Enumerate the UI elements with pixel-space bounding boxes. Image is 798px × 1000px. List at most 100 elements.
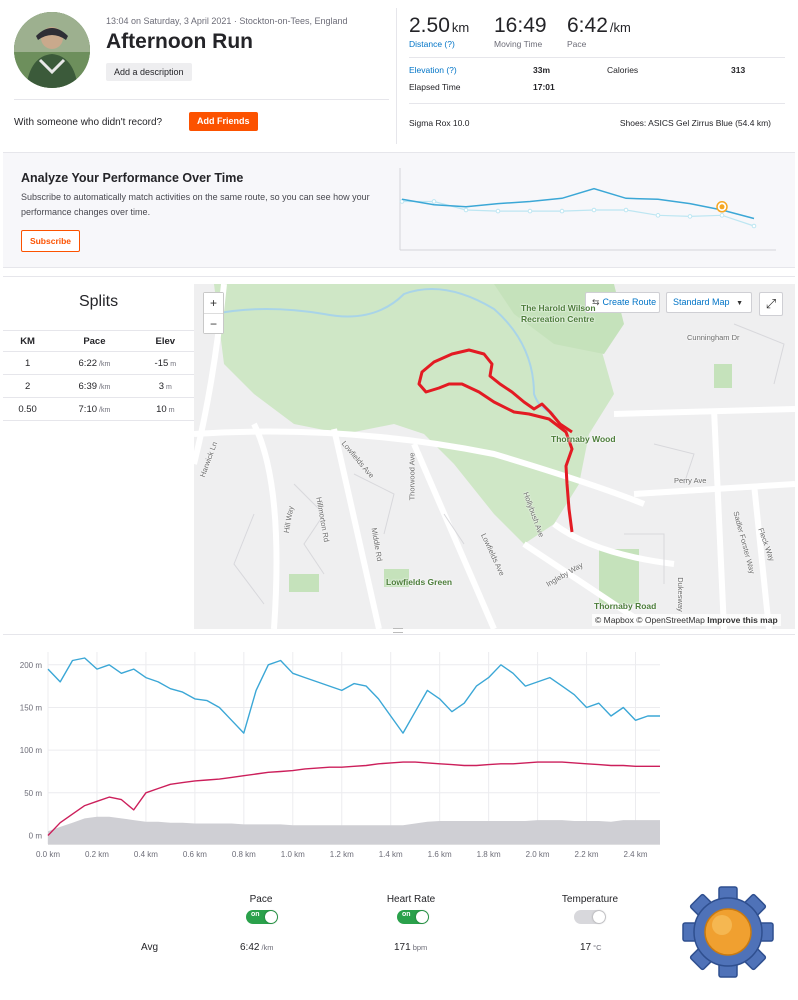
split-elev-value: 3 (158, 380, 165, 392)
add-description-button[interactable]: Add a description (106, 63, 192, 81)
resize-handle[interactable] (393, 628, 403, 633)
x-tick-label: 1.6 km (428, 850, 452, 859)
avg-pace-value: 6:42 (240, 942, 260, 953)
avg-pace: 6:42/km (240, 942, 274, 953)
split-pace-unit: /km (99, 360, 111, 368)
pace-stat: 6:42/km (567, 14, 631, 38)
analyze-description: Subscribe to automatically match activit… (21, 192, 370, 217)
distance-label[interactable]: Distance (?) (409, 39, 455, 49)
split-elev-unit: m (170, 360, 177, 368)
distance-value: 2.50 (409, 14, 450, 37)
splits-header-elev: Elev (136, 330, 194, 352)
x-tick-label: 0.4 km (134, 850, 158, 859)
effort-point (431, 199, 437, 204)
avg-pace-unit: /km (261, 943, 274, 952)
zoom-out-button[interactable]: − (204, 313, 223, 333)
split-elev-unit: m (166, 383, 172, 391)
x-tick-label: 2.2 km (575, 850, 599, 859)
analyze-panel (3, 152, 795, 268)
table-row: 0.50 7:10/km 10 m (3, 397, 194, 421)
osm-attribution-link[interactable]: © OpenStreetMap (636, 615, 705, 625)
moving-time-label: Moving Time (494, 39, 543, 49)
effort-point (463, 207, 469, 213)
splits-title: Splits (78, 293, 119, 310)
moving-time-value: 16:49 (494, 14, 547, 37)
divider (14, 99, 389, 100)
shoes-info: Shoes: ASICS Gel Zirrus Blue (54.4 km) (619, 118, 771, 128)
table-row: 1 6:22/km -15 m (3, 351, 194, 375)
x-tick-label: 1.2 km (330, 850, 354, 859)
zoom-in-button[interactable]: + (204, 293, 223, 313)
improve-map-link[interactable]: Improve this map (707, 615, 778, 625)
split-pace-value: 7:10 (78, 403, 98, 415)
split-elev-value: -15 (154, 357, 169, 369)
split-elev: -15 m (136, 351, 194, 375)
fullscreen-icon[interactable]: ⤢ (759, 292, 783, 316)
split-km: 2 (3, 374, 53, 398)
splits-header-pace: Pace (52, 330, 137, 352)
x-tick-label: 0.8 km (232, 850, 256, 859)
effort-point (751, 223, 757, 229)
split-pace-value: 6:39 (78, 380, 98, 392)
add-friends-button[interactable]: Add Friends (189, 112, 258, 131)
split-pace: 7:10/km (52, 397, 137, 421)
elapsed-time-label: Elapsed Time (409, 82, 461, 92)
elevation-heart-rate-chart[interactable]: 0 m 50 m 100 m 150 m 200 m 0.0 km 0.2 km 0.4 k… (0, 640, 680, 864)
pace-toggle[interactable]: on (246, 910, 278, 924)
calories-label: Calories (607, 65, 639, 75)
split-elev: 10 m (136, 397, 194, 421)
split-elev-unit: m (168, 406, 175, 414)
heart-rate-toggle[interactable]: on (397, 910, 429, 924)
toggle-knob (265, 911, 277, 923)
elevation-label[interactable]: Elevation (?) (409, 65, 457, 75)
y-tick-label: 0 m (29, 831, 43, 840)
performance-line (401, 187, 755, 220)
activity-datetime-location: 13:04 on Saturday, 3 April 2021 · Stockt… (106, 16, 348, 26)
map-style-dropdown[interactable]: Standard Map ▼ (666, 292, 752, 313)
activity-title: Afternoon Run (106, 30, 253, 53)
avg-hr-value: 171 (394, 942, 411, 953)
avg-temp-unit: °C (593, 943, 602, 952)
effort-point (527, 208, 533, 214)
avatar[interactable] (14, 12, 90, 88)
toggle-knob (416, 911, 428, 923)
pace-label: Pace (567, 39, 587, 49)
x-tick-label: 2.0 km (526, 850, 550, 859)
map-place-label: Lowfields Green (386, 577, 453, 587)
gear-icon[interactable] (682, 886, 774, 978)
map-road-label: Perry Ave (674, 476, 707, 485)
device-name: Sigma Rox 10.0 (409, 118, 470, 128)
grade-area-series (48, 816, 660, 844)
map-place-label: The Harold Wilson (521, 303, 596, 313)
avg-temp-value: 17 (580, 942, 592, 953)
split-elev-value: 10 (156, 403, 167, 415)
heart-rate-line-series (47, 761, 660, 836)
effort-point (495, 208, 501, 214)
effort-point (591, 207, 597, 213)
zoom-control: + − (203, 292, 224, 334)
pace-value: 6:42 (567, 14, 608, 37)
create-route-button[interactable]: ⇆ Create Route (585, 292, 660, 313)
map-style-label: Standard Map (673, 297, 730, 307)
toggle-knob (593, 911, 605, 923)
x-tick-label: 0.6 km (183, 850, 207, 859)
temperature-toggle[interactable] (574, 910, 606, 924)
x-tick-label: 0.2 km (85, 850, 109, 859)
mapbox-attribution-link[interactable]: © Mapbox (595, 615, 634, 625)
map-place-label: Recreation Centre (521, 314, 595, 324)
moving-time-stat: 16:49 (494, 14, 547, 38)
map-road-label: Cunningham Dr (687, 333, 740, 342)
toggle-state: on (251, 911, 260, 918)
x-tick-label: 1.0 km (281, 850, 305, 859)
subscribe-button[interactable]: Subscribe (21, 230, 80, 252)
y-tick-label: 200 m (20, 661, 43, 670)
distance-unit: km (451, 20, 470, 35)
y-tick-label: 50 m (24, 789, 42, 798)
map-attribution: © Mapbox © OpenStreetMap Improve this ma… (592, 614, 781, 626)
create-route-label: Create Route (602, 297, 657, 307)
activity-header: 13:04 on Saturday, 3 April 2021 · Stockt… (0, 0, 798, 150)
analyze-title: Analyze Your Performance Over Time (21, 171, 244, 185)
route-map[interactable] (194, 284, 795, 629)
